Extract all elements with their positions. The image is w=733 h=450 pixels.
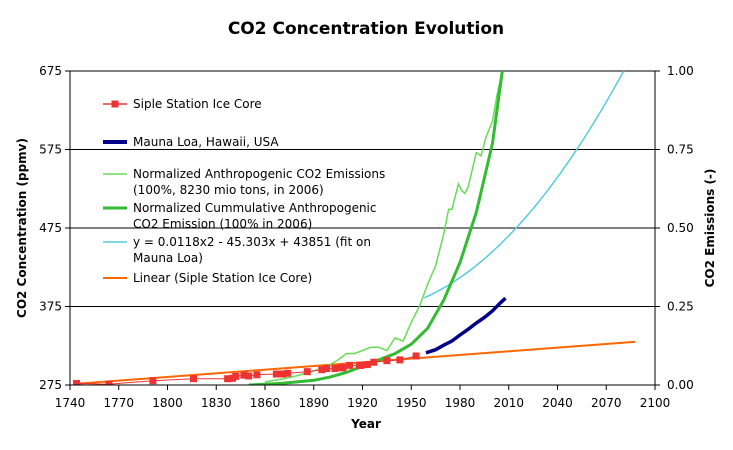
- siple-point: [149, 377, 157, 385]
- siple-point: [240, 371, 248, 379]
- legend-label: CO2 Emission (100% in 2006): [133, 217, 312, 231]
- y2-tick-label: 0.75: [667, 143, 694, 157]
- y-tick-label: 675: [39, 64, 62, 78]
- x-tick-label: 2070: [591, 396, 622, 410]
- siple-point: [190, 375, 197, 383]
- siple-point: [105, 380, 113, 385]
- legend-item-mauna_loa: Mauna Loa, Hawaii, USA: [103, 135, 279, 149]
- y2-axis-title: CO2 Emissions (-): [703, 169, 717, 288]
- legend-label: (100%, 8230 mio tons, in 2006): [133, 183, 324, 197]
- siple-point: [396, 356, 404, 364]
- legend-label: Normalized Anthropogenic CO2 Emissions: [133, 167, 385, 181]
- siple-point: [284, 369, 292, 377]
- siple-point: [357, 361, 365, 369]
- x-tick-label: 1950: [396, 396, 427, 410]
- siple-point: [339, 364, 347, 372]
- siple-point: [383, 357, 391, 365]
- siple-point: [73, 379, 80, 385]
- legend-marker-siple: [111, 100, 119, 108]
- x-tick-label: 1770: [103, 396, 134, 410]
- legend-label: Siple Station Ice Core: [133, 97, 262, 111]
- legend-label: Mauna Loa, Hawaii, USA: [133, 135, 279, 149]
- legend: Siple Station Ice Core Mauna Loa, Hawaii,…: [103, 97, 385, 285]
- axes: 1740 1770 1800 1830 1860 1890 1920 1950 1980 2010…: [39, 64, 694, 410]
- legend-label: y = 0.0118x2 - 45.303x + 43851 (fit on: [133, 235, 371, 249]
- chart-title: CO2 Concentration Evolution: [228, 19, 504, 39]
- legend-label: Linear (Siple Station Ice Core): [133, 271, 312, 285]
- siple-point: [232, 372, 240, 380]
- x-tick-label: 2040: [542, 396, 573, 410]
- cumulative-emissions-line: [248, 71, 504, 385]
- y2-tick-label: 0.25: [667, 300, 694, 314]
- y-tick-label: 475: [39, 221, 62, 235]
- siple-point: [323, 365, 331, 373]
- siple-point: [303, 368, 311, 376]
- gridlines: [70, 70, 655, 307]
- x-tick-label: 1920: [347, 396, 378, 410]
- mauna-loa-line: [425, 296, 507, 355]
- y-tick-label: 275: [39, 378, 62, 392]
- y2-tick-label: 0.50: [667, 221, 694, 235]
- legend-item-siple: Siple Station Ice Core: [103, 97, 262, 111]
- x-tick-label: 1740: [55, 396, 86, 410]
- siple-point: [318, 366, 326, 374]
- legend-label: Mauna Loa): [133, 251, 203, 265]
- y-tick-label: 575: [39, 143, 62, 157]
- x-tick-label: 1800: [152, 396, 183, 410]
- x-tick-label: 1860: [250, 396, 281, 410]
- plot-series: [73, 71, 636, 385]
- siple-point: [245, 372, 253, 380]
- x-tick-label: 2100: [640, 396, 671, 410]
- emissions-line: [264, 71, 504, 383]
- siple-point: [346, 361, 353, 369]
- y2-tick-label: 0.00: [667, 378, 694, 392]
- legend-item-fit: y = 0.0118x2 - 45.303x + 43851 (fit on Ma…: [103, 235, 371, 265]
- y2-tick-label: 1.00: [667, 64, 694, 78]
- siple-point: [370, 358, 378, 366]
- y-tick-label: 375: [39, 300, 62, 314]
- legend-label: Normalized Cummulative Anthropogenic: [133, 201, 377, 215]
- legend-item-linear: Linear (Siple Station Ice Core): [103, 271, 312, 285]
- y-axis-title: CO2 Concentration (ppmv): [15, 138, 29, 318]
- siple-point: [253, 371, 261, 379]
- x-axis-title: Year: [350, 417, 381, 431]
- x-tick-label: 1830: [201, 396, 232, 410]
- siple-point: [279, 370, 287, 378]
- siple-point: [412, 352, 420, 360]
- siple-point: [331, 365, 339, 373]
- fit-curve-line: [423, 71, 625, 299]
- legend-item-cumulative: Normalized Cummulative Anthropogenic CO2 …: [103, 201, 377, 231]
- x-tick-label: 1980: [445, 396, 476, 410]
- siple-point: [224, 375, 232, 383]
- x-tick-label: 2010: [493, 396, 524, 410]
- siple-point: [363, 361, 371, 369]
- legend-item-emissions: Normalized Anthropogenic CO2 Emissions (1…: [103, 167, 385, 197]
- siple-point: [272, 370, 280, 378]
- x-tick-label: 1890: [298, 396, 329, 410]
